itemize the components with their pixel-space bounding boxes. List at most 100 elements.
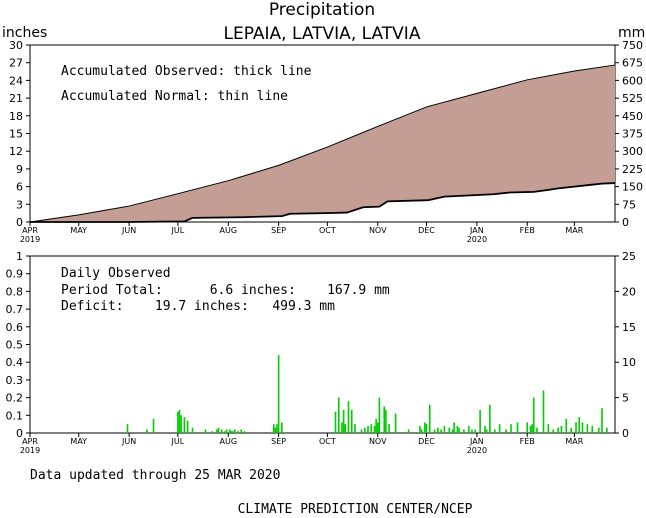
daily-bar bbox=[233, 429, 236, 433]
daily-bar bbox=[232, 431, 234, 433]
right-tick-label: 20 bbox=[622, 285, 636, 298]
x-tick-label: DEC bbox=[418, 437, 435, 446]
x-tick-label: JUN bbox=[121, 437, 136, 446]
daily-bar bbox=[211, 431, 213, 433]
x-tick-label: JAN bbox=[469, 437, 484, 446]
left-tick-label: 9 bbox=[16, 163, 23, 176]
daily-bar bbox=[474, 429, 477, 433]
daily-bar bbox=[578, 417, 581, 433]
right-tick-label: 525 bbox=[622, 92, 643, 105]
x-tick-label: SEP bbox=[271, 437, 286, 446]
daily-bar bbox=[378, 397, 381, 433]
daily-bar bbox=[274, 427, 277, 433]
daily-bar bbox=[177, 411, 179, 433]
x-tick-label: SEP bbox=[271, 226, 286, 235]
deficit-area bbox=[30, 65, 615, 222]
daily-bar bbox=[456, 425, 459, 433]
left-tick-label: 0.7 bbox=[6, 303, 24, 316]
daily-bar bbox=[334, 411, 337, 433]
daily-bar bbox=[536, 427, 538, 433]
daily-bar bbox=[216, 429, 218, 433]
legend-normal: Accumulated Normal: thin line bbox=[61, 89, 288, 104]
daily-bar bbox=[224, 431, 226, 433]
daily-bar bbox=[532, 397, 535, 433]
daily-bar bbox=[237, 431, 239, 433]
right-tick-label: 25 bbox=[622, 250, 636, 263]
daily-bar bbox=[463, 429, 465, 433]
daily-bar bbox=[126, 424, 129, 433]
daily-bar bbox=[531, 424, 533, 433]
daily-bar bbox=[186, 420, 189, 433]
daily-bar bbox=[375, 418, 377, 433]
daily-bar bbox=[180, 415, 182, 433]
daily-bar bbox=[360, 429, 363, 433]
x-tick-label: OCT bbox=[319, 226, 336, 235]
right-tick-label: 750 bbox=[622, 39, 643, 52]
x-year-label: 2019 bbox=[20, 235, 40, 244]
right-tick-label: 675 bbox=[622, 57, 643, 70]
daily-bar bbox=[178, 409, 181, 433]
left-tick-label: 21 bbox=[9, 92, 23, 105]
right-tick-label: 375 bbox=[622, 128, 643, 141]
x-tick-label: MAY bbox=[70, 226, 87, 235]
left-tick-label: 0 bbox=[16, 427, 23, 440]
left-tick-label: 24 bbox=[9, 74, 23, 87]
x-tick-label: AUG bbox=[219, 226, 237, 235]
x-year-label: 2020 bbox=[467, 235, 487, 244]
daily-bar bbox=[433, 429, 436, 433]
daily-bar bbox=[370, 424, 373, 433]
x-tick-label: JUL bbox=[171, 437, 185, 446]
x-year-label: 2020 bbox=[467, 446, 487, 455]
daily-bar bbox=[485, 429, 488, 433]
daily-bar bbox=[606, 427, 608, 433]
x-tick-label: NOV bbox=[369, 437, 387, 446]
daily-bar bbox=[428, 404, 431, 433]
daily-bar bbox=[229, 429, 231, 433]
right-tick-label: 15 bbox=[622, 321, 636, 334]
daily-bar bbox=[565, 418, 568, 433]
daily-bar bbox=[453, 422, 455, 433]
data-updated: Data updated through 25 MAR 2020 bbox=[30, 468, 280, 483]
daily-bar bbox=[493, 429, 496, 433]
accumulated-panel: 0369121518212427300751502253003754505256… bbox=[9, 39, 643, 244]
left-tick-label: 0.6 bbox=[6, 321, 24, 334]
daily-bar bbox=[542, 390, 545, 433]
daily-bar bbox=[394, 413, 397, 433]
legend-observed: Accumulated Observed: thick line bbox=[61, 64, 312, 79]
left-tick-label: 30 bbox=[9, 39, 23, 52]
daily-bar bbox=[341, 422, 343, 433]
left-tick-label: 0.5 bbox=[6, 339, 24, 352]
x-tick-label: JAN bbox=[469, 226, 484, 235]
daily-bar bbox=[471, 429, 473, 433]
daily-bar bbox=[581, 422, 584, 433]
daily-bar bbox=[591, 425, 594, 433]
daily-bar bbox=[146, 429, 148, 433]
right-tick-label: 450 bbox=[622, 110, 643, 123]
left-tick-label: 18 bbox=[9, 110, 23, 123]
daily-bar bbox=[385, 409, 387, 433]
x-tick-label: MAR bbox=[565, 226, 583, 235]
right-tick-label: 0 bbox=[622, 216, 629, 229]
daily-bar bbox=[152, 418, 155, 433]
x-tick-label: JUL bbox=[171, 226, 185, 235]
right-tick-label: 5 bbox=[622, 392, 629, 405]
daily-bar bbox=[204, 429, 207, 433]
left-tick-label: 3 bbox=[16, 198, 23, 211]
daily-bar bbox=[575, 422, 577, 433]
daily-bar bbox=[354, 424, 356, 433]
x-tick-label: DEC bbox=[418, 226, 435, 235]
daily-bar bbox=[272, 424, 275, 433]
daily-bar bbox=[570, 427, 572, 433]
normal-line bbox=[29, 64, 616, 223]
left-tick-label: 0.3 bbox=[6, 374, 24, 387]
daily-bar bbox=[363, 427, 366, 433]
daily-bar bbox=[420, 429, 423, 433]
daily-bar bbox=[489, 404, 491, 433]
daily-bar bbox=[276, 424, 278, 433]
daily-bar bbox=[367, 425, 369, 433]
daily-bar bbox=[557, 427, 559, 433]
daily-bar bbox=[277, 355, 280, 433]
daily-bar bbox=[347, 401, 350, 433]
daily-bar bbox=[240, 429, 243, 433]
right-tick-label: 300 bbox=[622, 145, 643, 158]
